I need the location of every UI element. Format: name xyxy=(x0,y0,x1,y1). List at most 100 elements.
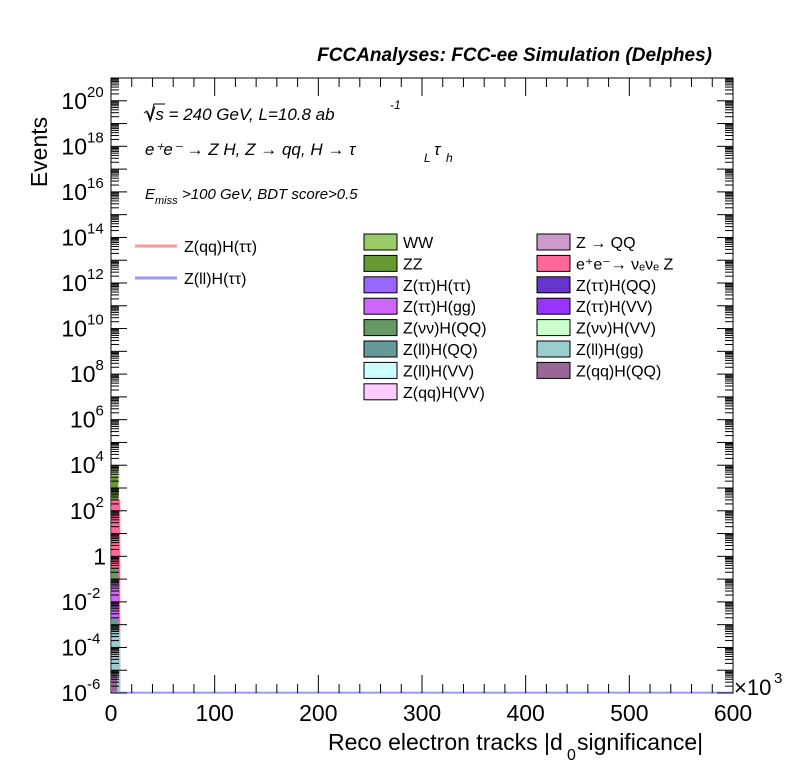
legend-fill-swatch xyxy=(536,340,571,358)
cuts-text: >100 GeV, BDT score>0.5 xyxy=(182,186,358,203)
legend-fill-swatch xyxy=(536,233,571,251)
legend-fill-swatch xyxy=(363,254,398,272)
stack-bar-7 xyxy=(112,670,118,693)
legend-bkg-label: e⁺e⁻→ νₑνₑ Z xyxy=(576,256,673,273)
legend-bkg-entry: Z(ττ)H(VV) xyxy=(536,297,653,316)
legend-bkg-label: Z(ll)H(QQ) xyxy=(403,342,478,359)
legend-fill-swatch xyxy=(363,319,398,337)
y-tick-label: 10 -2 xyxy=(61,585,100,615)
y-tick-base: 10 xyxy=(70,361,96,387)
x-tick-label: 0 xyxy=(105,700,118,726)
legend-signal: Z(qq)H(ττ) Z(ll)H(ττ) xyxy=(135,239,257,288)
y-tick-base: 10 xyxy=(61,316,87,342)
y-tick-exp: 10 xyxy=(87,312,104,329)
legend-fill-swatch xyxy=(363,233,398,251)
legend-bkg-entry: Z(ll)H(QQ) xyxy=(363,340,478,359)
legend-signal-label: Z(ll)H(ττ) xyxy=(184,271,246,288)
process-tau2: τ xyxy=(434,140,442,159)
legend-bkg-entry: e⁺e⁻→ νₑνₑ Z xyxy=(536,254,673,273)
legend-fill-swatch xyxy=(536,276,571,294)
legend-bkg-label: Z(qq)H(QQ) xyxy=(576,363,661,380)
legend-signal-entry: Z(ll)H(ττ) xyxy=(135,271,246,288)
y-tick-label: 10 12 xyxy=(61,266,103,296)
legend-bkg-entry: Z(ττ)H(QQ) xyxy=(536,276,656,295)
legend-bkg-label: Z → QQ xyxy=(576,235,636,252)
legend-bkg-entry: WW xyxy=(363,233,434,252)
legend-bkg-entry: Z(qq)H(QQ) xyxy=(536,361,661,380)
y-tick-exp: -4 xyxy=(87,630,100,647)
legend-bkg-entry: Z(νν)H(VV) xyxy=(536,319,656,338)
legend-bkg-label: Z(νν)H(VV) xyxy=(576,321,656,338)
x-axis-label-tail: significance| xyxy=(577,729,703,755)
y-tick-exp: 12 xyxy=(87,266,104,283)
legend-bkg-label: Z(νν)H(QQ) xyxy=(403,321,487,338)
y-tick-exp: 18 xyxy=(87,129,104,146)
legend-fill-swatch xyxy=(363,340,398,358)
y-tick-label: 10 -6 xyxy=(61,676,100,706)
y-tick-label: 10 20 xyxy=(61,84,103,114)
energy-exponent: -1 xyxy=(390,98,401,112)
y-tick-label: 10 6 xyxy=(70,403,104,433)
legend-bkg-label: ZZ xyxy=(403,256,423,273)
legend-bkg-label: Z(ττ)H(ττ) xyxy=(403,278,471,295)
legend-fill-swatch xyxy=(363,361,398,379)
legend-bkg-entry: Z(νν)H(QQ) xyxy=(363,319,487,338)
y-tick-exp: -6 xyxy=(87,676,100,693)
legend-bkg-label: Z(ll)H(gg) xyxy=(576,342,644,359)
y-tick-base: 10 xyxy=(61,634,87,660)
y-tick-label: 10 -4 xyxy=(61,630,100,660)
stack-bar-6 xyxy=(112,631,121,693)
cuts-prefix: E xyxy=(145,186,156,203)
x-axis-multiplier: ×10 3 xyxy=(734,670,782,700)
y-tick-label: 10 2 xyxy=(70,494,104,524)
y-tick-exp: 4 xyxy=(96,448,104,465)
y-tick-base: 10 xyxy=(61,88,87,114)
energy-text: √s = 240 GeV, L=10.8 ab xyxy=(146,105,335,124)
x-axis-ticks: 0 100 200 300 400 500 600 xyxy=(105,78,752,726)
legend-signal-label: Z(qq)H(ττ) xyxy=(184,239,257,256)
legend-bkg-label: Z(ττ)H(QQ) xyxy=(576,278,656,295)
y-tick-label: 10 4 xyxy=(70,448,104,478)
legend-fill-swatch xyxy=(536,319,571,337)
y-tick-base: 10 xyxy=(61,133,87,159)
legend-background: WW ZZ Z(ττ)H(ττ) Z(ττ)H(gg) Z(νν)H(QQ) Z(ll)H… xyxy=(363,233,673,402)
x-tick-label: 300 xyxy=(403,700,441,726)
x-tick-label: 600 xyxy=(714,700,752,726)
legend-bkg-entry: Z(ll)H(VV) xyxy=(363,361,474,380)
x-axis-label-main: Reco electron tracks |d xyxy=(328,729,563,755)
x-tick-label: 100 xyxy=(195,700,233,726)
legend-bkg-label: Z(ll)H(VV) xyxy=(403,363,474,380)
legend-bkg-label: WW xyxy=(403,235,434,252)
x-axis-label: Reco electron tracks |d 0 significance| xyxy=(328,729,703,764)
y-tick-base: 10 xyxy=(61,179,87,205)
legend-bkg-label: Z(ττ)H(gg) xyxy=(403,299,476,316)
legend-bkg-label: Z(ττ)H(VV) xyxy=(576,299,653,316)
y-tick-label: 10 8 xyxy=(70,357,104,387)
legend-fill-swatch xyxy=(536,254,571,272)
legend-bkg-entry: Z → QQ xyxy=(536,233,636,252)
y-tick-exp: 14 xyxy=(87,220,104,237)
process-sub2: h xyxy=(446,151,453,165)
y-tick-exp: 6 xyxy=(96,403,104,420)
y-axis-label: Events xyxy=(26,117,52,187)
y-tick-exp: 16 xyxy=(87,175,104,192)
cuts-sub: miss xyxy=(155,195,178,207)
legend-bkg-entry: Z(ll)H(gg) xyxy=(536,340,644,359)
legend-fill-swatch xyxy=(536,361,571,379)
legend-fill-swatch xyxy=(536,297,571,315)
process-annotation: e⁺e⁻ → Z H, Z → qq, H → τ L τ h xyxy=(145,140,453,165)
legend-signal-entry: Z(qq)H(ττ) xyxy=(135,239,257,256)
y-tick-base: 10 xyxy=(61,270,87,296)
plot-title: FCCAnalyses: FCC-ee Simulation (Delphes) xyxy=(317,45,712,66)
energy-annotation: √s = 240 GeV, L=10.8 ab -1 xyxy=(143,98,401,124)
y-tick-label: 10 18 xyxy=(61,129,103,159)
y-tick-base: 10 xyxy=(70,452,96,478)
y-tick-base: 10 xyxy=(61,224,87,250)
y-tick-base: 10 xyxy=(61,680,87,706)
y-tick-base: 10 xyxy=(70,498,96,524)
y-tick-base: 10 xyxy=(61,589,87,615)
y-tick-label: 10 16 xyxy=(61,175,103,205)
y-tick-exp: 20 xyxy=(87,84,104,101)
legend-bkg-label: Z(qq)H(VV) xyxy=(403,385,485,402)
